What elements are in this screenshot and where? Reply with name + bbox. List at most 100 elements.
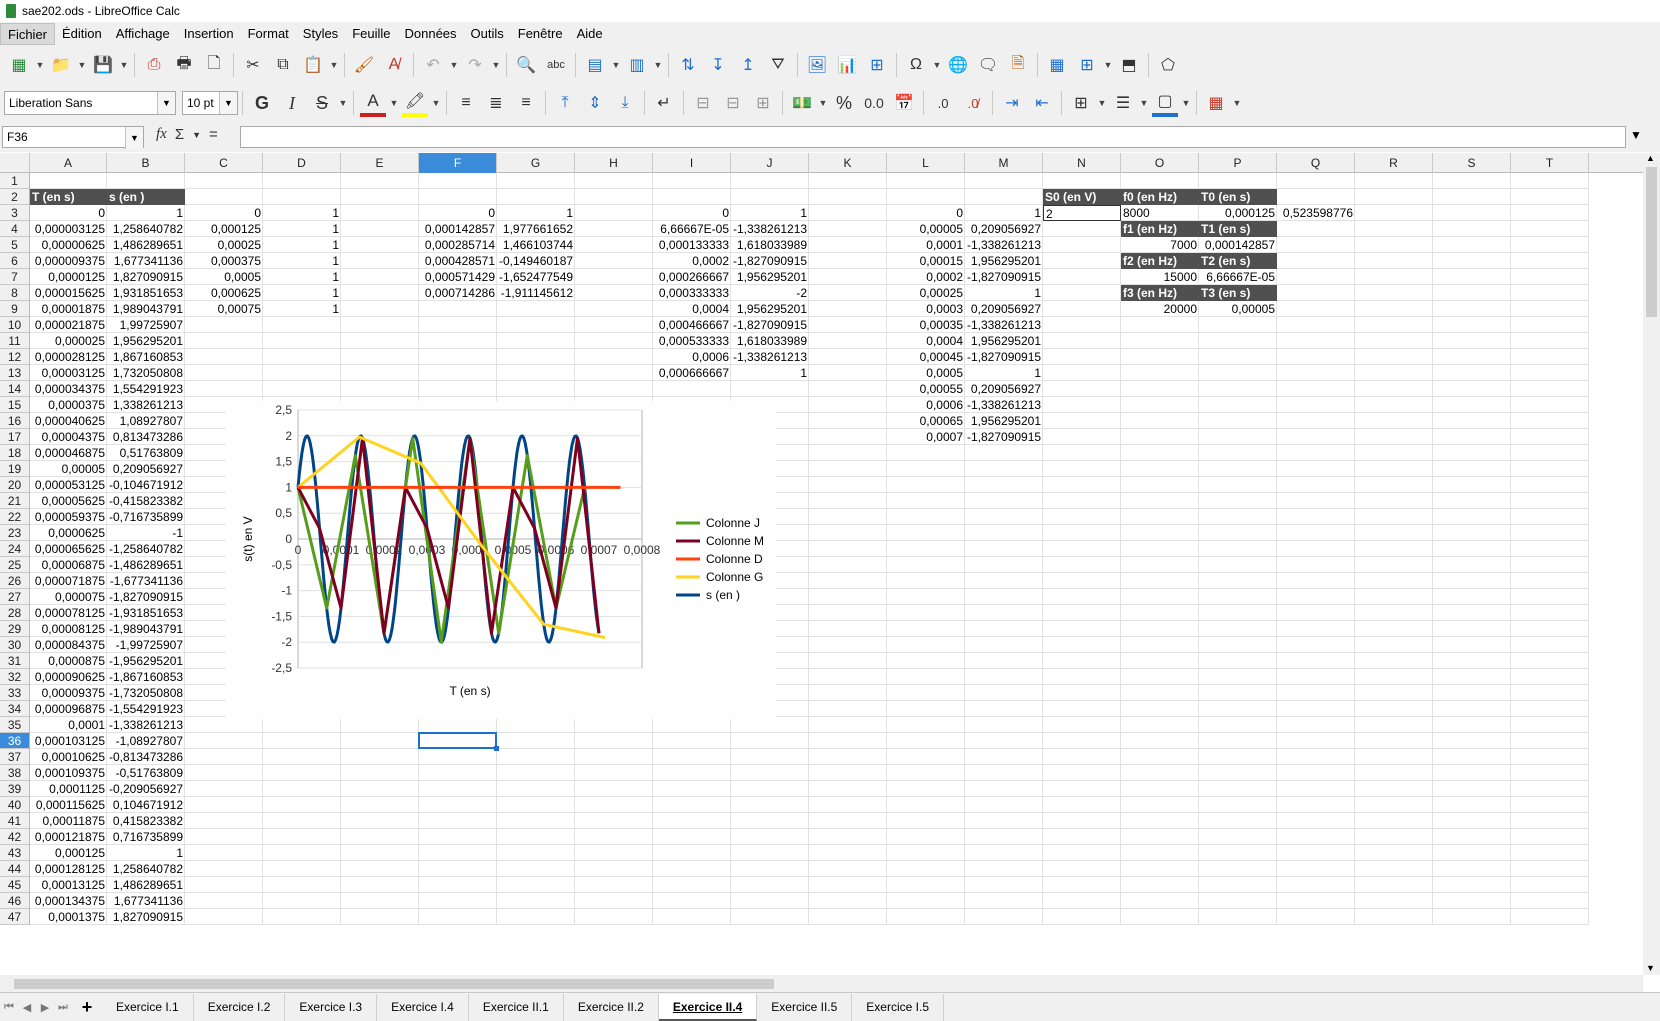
align-left-icon[interactable]: ≡ <box>461 94 471 111</box>
menu-item-données[interactable]: Données <box>404 26 457 41</box>
row-header[interactable]: 33 <box>0 685 30 701</box>
cell-i6[interactable]: 0,0002 <box>692 254 729 268</box>
cell-f7[interactable]: 0,000571429 <box>424 270 495 284</box>
cell-m14[interactable]: 0,209056927 <box>970 382 1041 396</box>
cell-a9[interactable]: 0,00001875 <box>41 302 105 316</box>
cell-a33[interactable]: 0,00009375 <box>41 686 105 700</box>
cell-m13[interactable]: 1 <box>1034 366 1041 380</box>
row-header[interactable]: 15 <box>0 397 30 413</box>
row-header[interactable]: 45 <box>0 877 30 893</box>
cell-p9[interactable]: 0,00005 <box>1231 302 1275 316</box>
font-color-icon[interactable]: A <box>360 89 386 117</box>
last-sheet-icon[interactable]: ⏭ <box>58 1000 68 1013</box>
cell-b27[interactable]: -1,827090915 <box>109 590 184 604</box>
print-icon[interactable]: 🖶 <box>176 54 192 72</box>
cell-a18[interactable]: 0,000046875 <box>34 446 105 460</box>
cell-j5[interactable]: 1,618033989 <box>736 238 807 252</box>
undo-icon[interactable]: ↶ <box>426 57 440 74</box>
column-icon[interactable]: ▥ <box>629 57 645 74</box>
cell-j9[interactable]: 1,956295201 <box>736 302 807 316</box>
save-dropdown-icon[interactable]: ▼ <box>119 60 129 70</box>
cell-a39[interactable]: 0,0001125 <box>49 782 105 796</box>
row-header[interactable]: 25 <box>0 557 30 573</box>
chevron-down-icon[interactable]: ▼ <box>125 127 143 149</box>
sheet-tab[interactable]: Exercice I.2 <box>194 993 286 1021</box>
cell-m3[interactable]: 1 <box>1034 206 1041 220</box>
cell-o4[interactable]: f1 (en Hz) <box>1121 221 1199 237</box>
cell-d9[interactable]: 1 <box>332 302 339 316</box>
row-header[interactable]: 30 <box>0 637 30 653</box>
cell-b18[interactable]: 0,51763809 <box>119 446 183 460</box>
border-style-dropdown-icon[interactable]: ▼ <box>1139 98 1149 108</box>
cell-b23[interactable]: -1 <box>172 526 183 540</box>
cell-b14[interactable]: 1,554291923 <box>112 382 183 396</box>
borders-icon[interactable]: ⊞ <box>1074 95 1088 112</box>
cell-l8[interactable]: 0,00025 <box>919 286 963 300</box>
row-header[interactable]: 10 <box>0 317 30 333</box>
font-size-combo[interactable]: 10 pt ▼ <box>182 91 238 115</box>
cell-a23[interactable]: 0,0000625 <box>48 526 105 540</box>
cell-l5[interactable]: 0,0001 <box>926 238 963 252</box>
cell-g4[interactable]: 1,977661652 <box>502 222 573 236</box>
cell-l7[interactable]: 0,0002 <box>926 270 963 284</box>
borders-dropdown-icon[interactable]: ▼ <box>1097 98 1107 108</box>
cell-j13[interactable]: 1 <box>800 366 807 380</box>
row-header[interactable]: 13 <box>0 365 30 381</box>
cell-a19[interactable]: 0,00005 <box>61 462 105 476</box>
unmerge-cells-icon[interactable]: ⊞ <box>756 95 770 112</box>
fill-handle[interactable] <box>494 746 499 751</box>
sort-descending-icon[interactable]: ↥ <box>741 57 755 74</box>
row-header[interactable]: 32 <box>0 669 30 685</box>
row-header[interactable]: 14 <box>0 381 30 397</box>
column-header-o[interactable]: O <box>1121 153 1199 173</box>
cell-b37[interactable]: -0,813473286 <box>109 750 184 764</box>
row-header[interactable]: 37 <box>0 749 30 765</box>
freeze-rows-columns-icon[interactable]: ⊞ <box>1080 57 1094 74</box>
cell-b17[interactable]: 0,813473286 <box>112 430 183 444</box>
row-header[interactable]: 43 <box>0 845 30 861</box>
cell-a10[interactable]: 0,000021875 <box>34 318 105 332</box>
cell-a22[interactable]: 0,000059375 <box>34 510 105 524</box>
row-header[interactable]: 34 <box>0 701 30 717</box>
row-header[interactable]: 28 <box>0 605 30 621</box>
export-pdf-icon[interactable]: ⎙ <box>147 56 161 73</box>
menu-item-feuille[interactable]: Feuille <box>352 26 391 41</box>
row-header[interactable]: 12 <box>0 349 30 365</box>
cell-b6[interactable]: 1,677341136 <box>113 254 183 268</box>
cell-a46[interactable]: 0,000134375 <box>34 894 105 908</box>
cell-l3[interactable]: 0 <box>956 206 963 220</box>
cell-b24[interactable]: -1,258640782 <box>109 542 184 556</box>
cell-m7[interactable]: -1,827090915 <box>967 270 1042 284</box>
cell-j10[interactable]: -1,827090915 <box>733 318 808 332</box>
open-folder-icon[interactable]: 📁 <box>51 57 71 74</box>
column-header-l[interactable]: L <box>887 153 965 173</box>
cell-m15[interactable]: -1,338261213 <box>967 398 1042 412</box>
cell-b38[interactable]: -0,51763809 <box>115 766 183 780</box>
cell-a2[interactable]: T (en s) <box>30 189 107 205</box>
column-header-n[interactable]: N <box>1043 153 1121 173</box>
cell-c3[interactable]: 0 <box>254 206 261 220</box>
redo-icon[interactable]: ↷ <box>468 57 482 74</box>
font-name-combo[interactable]: Liberation Sans ▼ <box>4 91 176 115</box>
spelling-icon[interactable]: abc <box>547 59 565 71</box>
cell-b21[interactable]: -0,415823382 <box>109 494 184 508</box>
row-header[interactable]: 41 <box>0 813 30 829</box>
chevron-down-icon[interactable]: ▼ <box>157 92 175 114</box>
define-print-area-icon[interactable]: ▦ <box>1049 57 1065 74</box>
conditional-format-icon[interactable]: ▦ <box>1208 95 1224 112</box>
column-header-m[interactable]: M <box>965 153 1043 173</box>
cell-b22[interactable]: -0,716735899 <box>109 510 184 524</box>
cell-a47[interactable]: 0,0001375 <box>48 910 105 924</box>
cell-l17[interactable]: 0,0007 <box>926 430 963 444</box>
cell-b43[interactable]: 1 <box>176 846 183 860</box>
cell-b28[interactable]: -1,931851653 <box>109 606 184 620</box>
cell-b47[interactable]: 1,827090915 <box>112 910 183 924</box>
cell-j4[interactable]: -1,338261213 <box>733 222 808 236</box>
find-replace-icon[interactable]: 🔍 <box>516 57 536 74</box>
border-color-icon[interactable]: ▢ <box>1152 89 1178 117</box>
row-header[interactable]: 19 <box>0 461 30 477</box>
cell-a35[interactable]: 0,0001 <box>68 718 105 732</box>
insert-chart-icon[interactable]: 📊 <box>837 57 857 74</box>
column-header-b[interactable]: B <box>107 153 185 173</box>
equals-icon[interactable]: = <box>209 126 218 143</box>
